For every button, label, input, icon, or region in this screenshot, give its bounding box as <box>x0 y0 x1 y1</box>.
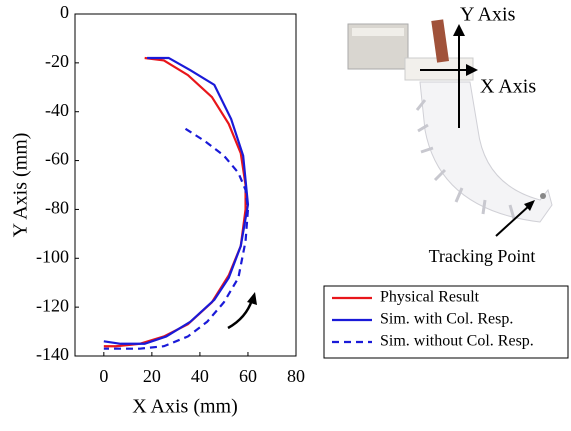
y-tick-label: -20 <box>45 51 69 71</box>
x-tick-label: 80 <box>287 366 305 386</box>
y-tick-label: -80 <box>45 198 69 218</box>
legend-label: Sim. with Col. Resp. <box>380 311 513 328</box>
y-axis-label: Y Axis (mm) <box>10 133 32 238</box>
photo-y-label: Y Axis <box>460 4 516 26</box>
x-tick-label: 60 <box>239 366 257 386</box>
x-axis-label: X Axis (mm) <box>132 396 238 418</box>
tracking-label: Tracking Point <box>429 246 536 266</box>
x-tick-label: 40 <box>191 366 209 386</box>
data-line <box>103 56 250 345</box>
data-line <box>103 127 250 350</box>
plot-frame <box>74 13 297 357</box>
legend-label: Sim. without Col. Resp. <box>380 333 534 350</box>
photo-axes <box>420 24 535 237</box>
robot-photo <box>347 19 553 223</box>
x-tick-label: 0 <box>99 366 108 386</box>
y-tick-label: -40 <box>45 100 69 120</box>
curve-arrow <box>227 292 257 330</box>
legend-label: Physical Result <box>380 289 480 306</box>
y-tick-label: 0 <box>60 2 69 22</box>
photo-x-label: X Axis <box>480 76 536 98</box>
y-tick-label: -100 <box>36 246 69 266</box>
x-tick-label: 20 <box>143 366 161 386</box>
y-tick-label: -120 <box>36 295 69 315</box>
y-tick-label: -140 <box>36 344 69 364</box>
y-tick-label: -60 <box>45 149 69 169</box>
